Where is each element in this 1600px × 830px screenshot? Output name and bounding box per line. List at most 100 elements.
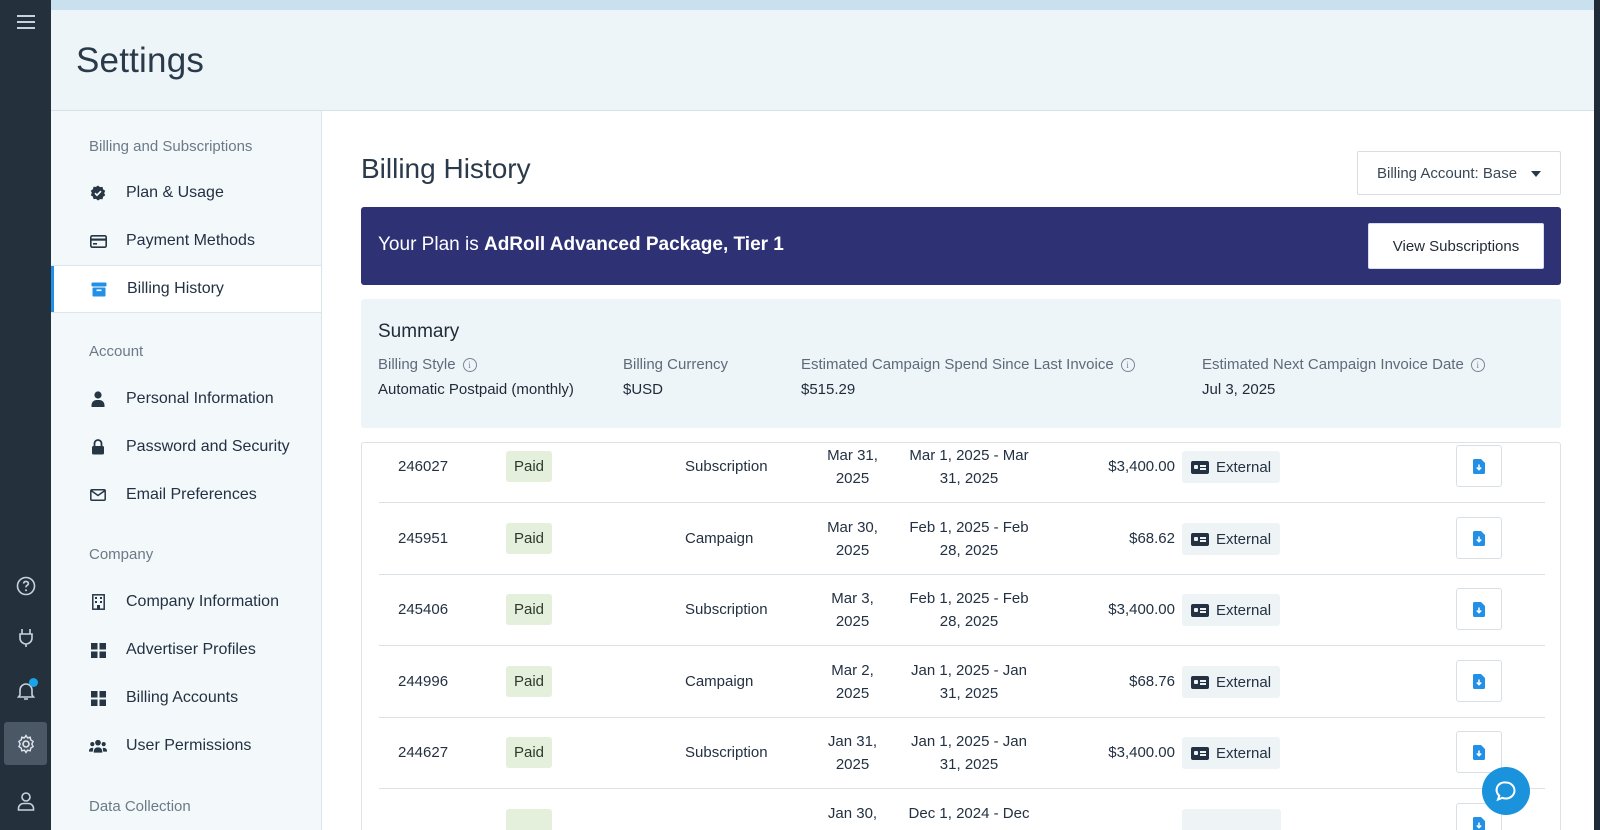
billing-period-line: Jan 1, 2025 - Jan: [911, 733, 1027, 750]
info-icon[interactable]: i: [1470, 357, 1485, 372]
invoice-id[interactable]: 244627: [398, 744, 449, 761]
payment-method: External: [1182, 523, 1281, 555]
payment-card-icon: [1191, 746, 1209, 760]
payment-card-icon: [1191, 675, 1209, 689]
payment-method: External: [1182, 594, 1281, 626]
billing-account-label: Billing Account: Base: [1377, 164, 1518, 182]
invoice-type: Subscription: [685, 744, 768, 761]
info-icon[interactable]: i: [1120, 357, 1135, 372]
sidebar-item-label: Email Preferences: [126, 486, 257, 503]
menu-button[interactable]: [4, 0, 47, 43]
sidebar-item-billing-history[interactable]: Billing History: [51, 265, 321, 313]
sidebar-item-plan-usage[interactable]: Plan & Usage: [51, 169, 321, 217]
help-button[interactable]: [4, 564, 47, 607]
billing-currency-field: Billing Currency $USD: [623, 356, 728, 398]
billing-period-line: Jan 1, 2025 - Jan: [911, 662, 1027, 679]
payment-method-label: External: [1216, 530, 1272, 548]
payment-method-label: External: [1216, 673, 1272, 691]
invoice-amount: $68.76: [1129, 673, 1175, 690]
notification-dot: [29, 678, 38, 687]
invoice-id[interactable]: 246027: [398, 458, 449, 475]
integrations-button[interactable]: [4, 616, 47, 659]
invoice-id[interactable]: 245406: [398, 601, 449, 618]
invoice-date-line: 2025: [835, 542, 870, 559]
billing-style-label: Billing Style: [378, 356, 456, 373]
app-rail: [0, 0, 51, 830]
download-invoice-button[interactable]: [1456, 588, 1502, 630]
invoice-id[interactable]: 245951: [398, 530, 449, 547]
invoice-date: Jan 30,: [819, 802, 886, 825]
sidebar-item-email-preferences[interactable]: Email Preferences: [51, 471, 321, 519]
settings-button[interactable]: [4, 722, 47, 765]
file-download-icon: [1473, 458, 1485, 474]
status-badge: Paid: [506, 451, 553, 482]
file-download-icon: [1473, 816, 1485, 830]
summary-title: Summary: [378, 321, 460, 342]
gear-icon: [17, 733, 34, 754]
page-header: Settings: [51, 10, 1594, 111]
invoice-date-line: Mar 2,: [831, 662, 874, 679]
billing-period-line: Mar 1, 2025 - Mar: [909, 447, 1029, 464]
top-strip: [51, 0, 1600, 10]
payment-method: [1182, 809, 1281, 830]
file-download-icon: [1473, 673, 1485, 689]
invoice-date: Jan 31, 2025: [819, 730, 886, 776]
sidebar-item-advertiser-profiles[interactable]: Advertiser Profiles: [51, 626, 321, 674]
billing-currency-value: $USD: [623, 381, 664, 398]
notifications-button[interactable]: [4, 669, 47, 712]
invoice-amount: $3,400.00: [1108, 744, 1175, 761]
profile-button[interactable]: [4, 779, 47, 822]
sidebar-item-label: Password and Security: [126, 438, 290, 455]
billing-style-field: Billing Style i Automatic Postpaid (month…: [378, 356, 574, 398]
person-icon: [89, 390, 107, 408]
sidebar-item-label: Personal Information: [126, 390, 274, 407]
section-company: Company: [89, 546, 154, 563]
billing-period: Mar 1, 2025 - Mar 31, 2025: [904, 444, 1034, 490]
menu-icon: [16, 14, 35, 29]
billing-period: Jan 1, 2025 - Jan 31, 2025: [904, 659, 1034, 705]
chat-button[interactable]: [1482, 767, 1530, 815]
summary-panel: Summary Billing Style i Automatic Postpai…: [361, 299, 1561, 428]
sidebar-item-password-security[interactable]: Password and Security: [51, 423, 321, 471]
view-subscriptions-button[interactable]: View Subscriptions: [1368, 223, 1544, 269]
payment-method-label: External: [1216, 744, 1272, 762]
download-invoice-button[interactable]: [1456, 803, 1502, 830]
payment-method: External: [1182, 666, 1281, 698]
next-invoice-date-value: Jul 3, 2025: [1202, 381, 1276, 398]
file-download-icon: [1473, 601, 1485, 617]
file-download-icon: [1473, 744, 1485, 760]
sidebar-item-billing-accounts[interactable]: Billing Accounts: [51, 674, 321, 722]
billing-period: Feb 1, 2025 - Feb 28, 2025: [904, 516, 1034, 562]
download-invoice-button[interactable]: [1456, 731, 1502, 773]
sidebar-item-company-information[interactable]: Company Information: [51, 578, 321, 626]
sidebar-item-label: Billing History: [127, 280, 224, 297]
verified-badge-icon: [89, 184, 107, 202]
payment-method-label: External: [1216, 601, 1272, 619]
billing-period-line: 31, 2025: [939, 685, 999, 702]
status-badge: Paid: [506, 523, 553, 554]
sidebar-item-label: User Permissions: [126, 737, 252, 754]
billing-period-line: Feb 1, 2025 - Feb: [909, 590, 1029, 607]
sidebar-item-personal-information[interactable]: Personal Information: [51, 375, 321, 423]
payment-method: External: [1182, 737, 1281, 769]
sidebar-item-label: Billing Accounts: [126, 689, 239, 706]
invoice-date-line: 2025: [835, 756, 870, 773]
status-badge: Paid: [506, 594, 553, 625]
invoice-id[interactable]: 244996: [398, 673, 449, 690]
envelope-icon: [89, 486, 107, 504]
download-invoice-button[interactable]: [1456, 445, 1502, 487]
billing-period-line: 28, 2025: [939, 613, 999, 630]
download-invoice-button[interactable]: [1456, 660, 1502, 702]
invoice-date-line: Jan 31,: [827, 733, 878, 750]
billing-account-dropdown[interactable]: Billing Account: Base: [1357, 151, 1561, 195]
estimated-spend-value: $515.29: [801, 381, 856, 398]
download-invoice-button[interactable]: [1456, 517, 1502, 559]
sidebar-item-payment-methods[interactable]: Payment Methods: [51, 217, 321, 265]
info-icon[interactable]: i: [462, 357, 477, 372]
billing-currency-label: Billing Currency: [623, 356, 729, 373]
plan-banner: Your Plan is AdRoll Advanced Package, Ti…: [361, 207, 1561, 285]
chat-bubble-icon: [1495, 781, 1516, 802]
building-icon: [89, 593, 107, 611]
sidebar-item-user-permissions[interactable]: User Permissions: [51, 722, 321, 770]
table-row: 246027 Paid Subscription Mar 31, 2025 Mar 1, …: [379, 443, 1545, 503]
